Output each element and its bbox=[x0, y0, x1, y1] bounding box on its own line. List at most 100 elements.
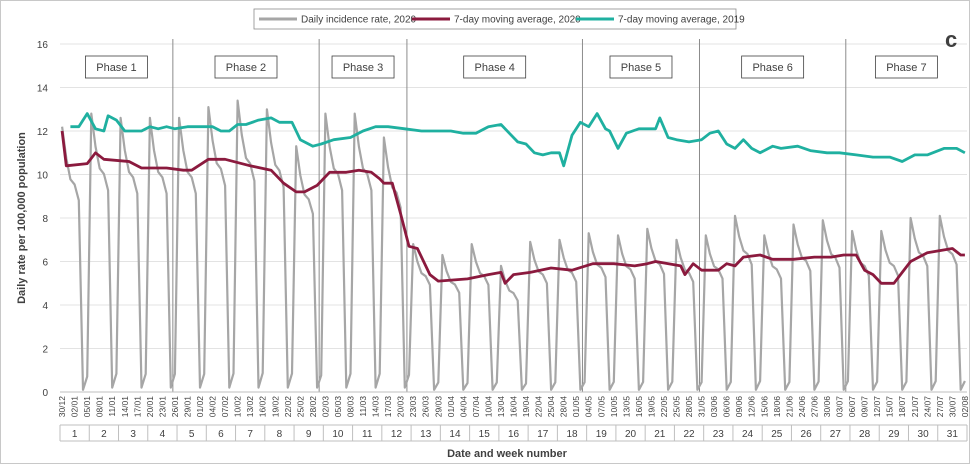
week-label: 23 bbox=[713, 429, 725, 440]
x-date-label: 25/04 bbox=[546, 396, 556, 418]
week-label: 14 bbox=[449, 429, 461, 440]
x-date-label: 06/06 bbox=[722, 396, 732, 418]
x-date-label: 11/03 bbox=[358, 396, 368, 417]
phase-box bbox=[463, 55, 527, 79]
series-ma-2019 bbox=[70, 112, 966, 168]
x-axis: 30/12 02/01 05/01 08/01 11/01 14/01 17/01 20/01… bbox=[57, 391, 970, 442]
phase-box bbox=[331, 55, 395, 79]
x-date-label: 17/01 bbox=[132, 396, 142, 418]
x-date-label: 09/06 bbox=[734, 396, 744, 418]
week-label: 9 bbox=[306, 429, 312, 440]
phase-label: Phase 3 bbox=[343, 62, 383, 74]
x-date-label: 16/05 bbox=[634, 396, 644, 418]
x-date-label: 20/01 bbox=[145, 396, 155, 418]
phase-box bbox=[741, 55, 805, 79]
x-date-label: 28/04 bbox=[559, 396, 569, 418]
week-label: 28 bbox=[859, 429, 871, 440]
week-label: 21 bbox=[654, 429, 666, 440]
x-date-label: 15/06 bbox=[759, 396, 769, 418]
x-date-label: 22/02 bbox=[283, 396, 293, 418]
x-date-label: 03/07 bbox=[835, 396, 845, 418]
legend-label: Daily incidence rate, 2020 bbox=[301, 15, 417, 26]
x-date-label: 10/04 bbox=[483, 396, 493, 418]
week-label: 7 bbox=[247, 429, 253, 440]
y-tick-label: 0 bbox=[42, 388, 48, 399]
week-label: 27 bbox=[830, 429, 842, 440]
y-tick-label: 4 bbox=[42, 301, 48, 312]
x-date-label: 24/07 bbox=[922, 396, 932, 418]
x-date-label: 19/05 bbox=[646, 396, 656, 418]
y-tick-label: 10 bbox=[37, 171, 49, 182]
y-tick-label: 16 bbox=[37, 40, 49, 51]
week-label: 4 bbox=[160, 429, 166, 440]
x-date-label: 29/01 bbox=[183, 396, 193, 418]
week-label: 17 bbox=[537, 429, 549, 440]
week-label: 12 bbox=[391, 429, 403, 440]
x-date-label: 19/04 bbox=[521, 396, 531, 418]
x-date-label: 13/05 bbox=[621, 396, 631, 418]
week-label: 16 bbox=[508, 429, 520, 440]
x-date-label: 22/05 bbox=[659, 396, 669, 418]
week-label: 22 bbox=[683, 429, 695, 440]
week-label: 18 bbox=[566, 429, 578, 440]
x-date-label: 08/03 bbox=[346, 396, 356, 418]
x-date-label: 15/07 bbox=[885, 396, 895, 418]
y-axis-label: Daily rate per 100,000 population bbox=[16, 132, 28, 304]
x-date-label: 07/05 bbox=[596, 396, 606, 418]
legend-label: 7-day moving average, 2020 bbox=[454, 15, 581, 26]
y-tick-label: 14 bbox=[37, 84, 49, 95]
legend: Daily incidence rate, 2020 7-day moving a… bbox=[253, 8, 745, 30]
x-date-label: 07/02 bbox=[220, 396, 230, 418]
week-label: 10 bbox=[332, 429, 344, 440]
x-date-label: 27/06 bbox=[809, 396, 819, 418]
x-date-label: 23/01 bbox=[157, 396, 167, 418]
x-date-label: 10/02 bbox=[233, 396, 243, 418]
x-date-label: 30/12 bbox=[57, 396, 67, 418]
x-date-label: 18/07 bbox=[897, 396, 907, 418]
x-date-label: 09/07 bbox=[860, 396, 870, 418]
phase-label: Phase 7 bbox=[886, 62, 926, 74]
week-label: 20 bbox=[625, 429, 637, 440]
x-date-label: 28/02 bbox=[308, 396, 318, 418]
week-label: 24 bbox=[742, 429, 754, 440]
phase-box bbox=[609, 55, 673, 79]
x-date-label: 19/02 bbox=[270, 396, 280, 418]
x-date-label: 21/07 bbox=[910, 396, 920, 418]
week-label: 30 bbox=[918, 429, 930, 440]
panel-label: c bbox=[945, 27, 957, 52]
x-date-label: 04/05 bbox=[584, 396, 594, 418]
x-date-label: 12/06 bbox=[747, 396, 757, 418]
phase-label: Phase 5 bbox=[621, 62, 661, 74]
x-date-label: 10/05 bbox=[609, 396, 619, 418]
x-date-label: 16/04 bbox=[509, 396, 519, 418]
week-label: 26 bbox=[801, 429, 813, 440]
week-label: 25 bbox=[771, 429, 783, 440]
phase-label: Phase 4 bbox=[475, 62, 515, 74]
x-date-label: 07/04 bbox=[471, 396, 481, 418]
y-tick-label: 8 bbox=[42, 214, 48, 225]
x-date-label: 11/01 bbox=[107, 396, 117, 417]
week-label: 11 bbox=[362, 429, 373, 440]
x-date-label: 26/01 bbox=[170, 396, 180, 418]
x-date-label: 05/01 bbox=[82, 396, 92, 418]
x-date-label: 26/03 bbox=[421, 396, 431, 418]
x-date-label: 21/06 bbox=[784, 396, 794, 418]
x-date-label: 22/04 bbox=[534, 396, 544, 418]
series-daily-incidence-2020 bbox=[61, 99, 966, 391]
x-date-label: 13/04 bbox=[496, 396, 506, 418]
week-label: 29 bbox=[888, 429, 900, 440]
x-date-label: 31/05 bbox=[697, 396, 707, 418]
x-date-label: 18/06 bbox=[772, 396, 782, 418]
x-date-label: 01/02 bbox=[195, 396, 205, 418]
x-date-label: 14/01 bbox=[120, 396, 130, 418]
week-label: 15 bbox=[479, 429, 491, 440]
x-date-label: 08/01 bbox=[95, 396, 105, 418]
x-axis-label: Date and week number bbox=[447, 448, 568, 460]
x-date-label: 20/03 bbox=[396, 396, 406, 418]
x-date-label: 02/03 bbox=[320, 396, 330, 418]
phase-box bbox=[874, 55, 938, 79]
x-date-label: 29/03 bbox=[433, 396, 443, 418]
x-date-label: 23/03 bbox=[408, 396, 418, 418]
x-date-label: 06/07 bbox=[847, 396, 857, 418]
